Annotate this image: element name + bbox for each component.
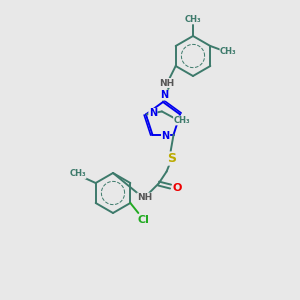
- Text: CH₃: CH₃: [220, 47, 237, 56]
- Text: CH₃: CH₃: [69, 169, 86, 178]
- Text: S: S: [167, 152, 176, 165]
- Text: CH₃: CH₃: [185, 14, 201, 23]
- Text: Cl: Cl: [137, 215, 149, 225]
- Text: NH: NH: [159, 79, 174, 88]
- Text: N: N: [160, 90, 168, 100]
- Text: N: N: [161, 130, 169, 141]
- Text: O: O: [173, 183, 182, 193]
- Text: CH₃: CH₃: [174, 116, 190, 125]
- Text: N: N: [149, 108, 157, 118]
- Text: NH: NH: [137, 193, 152, 202]
